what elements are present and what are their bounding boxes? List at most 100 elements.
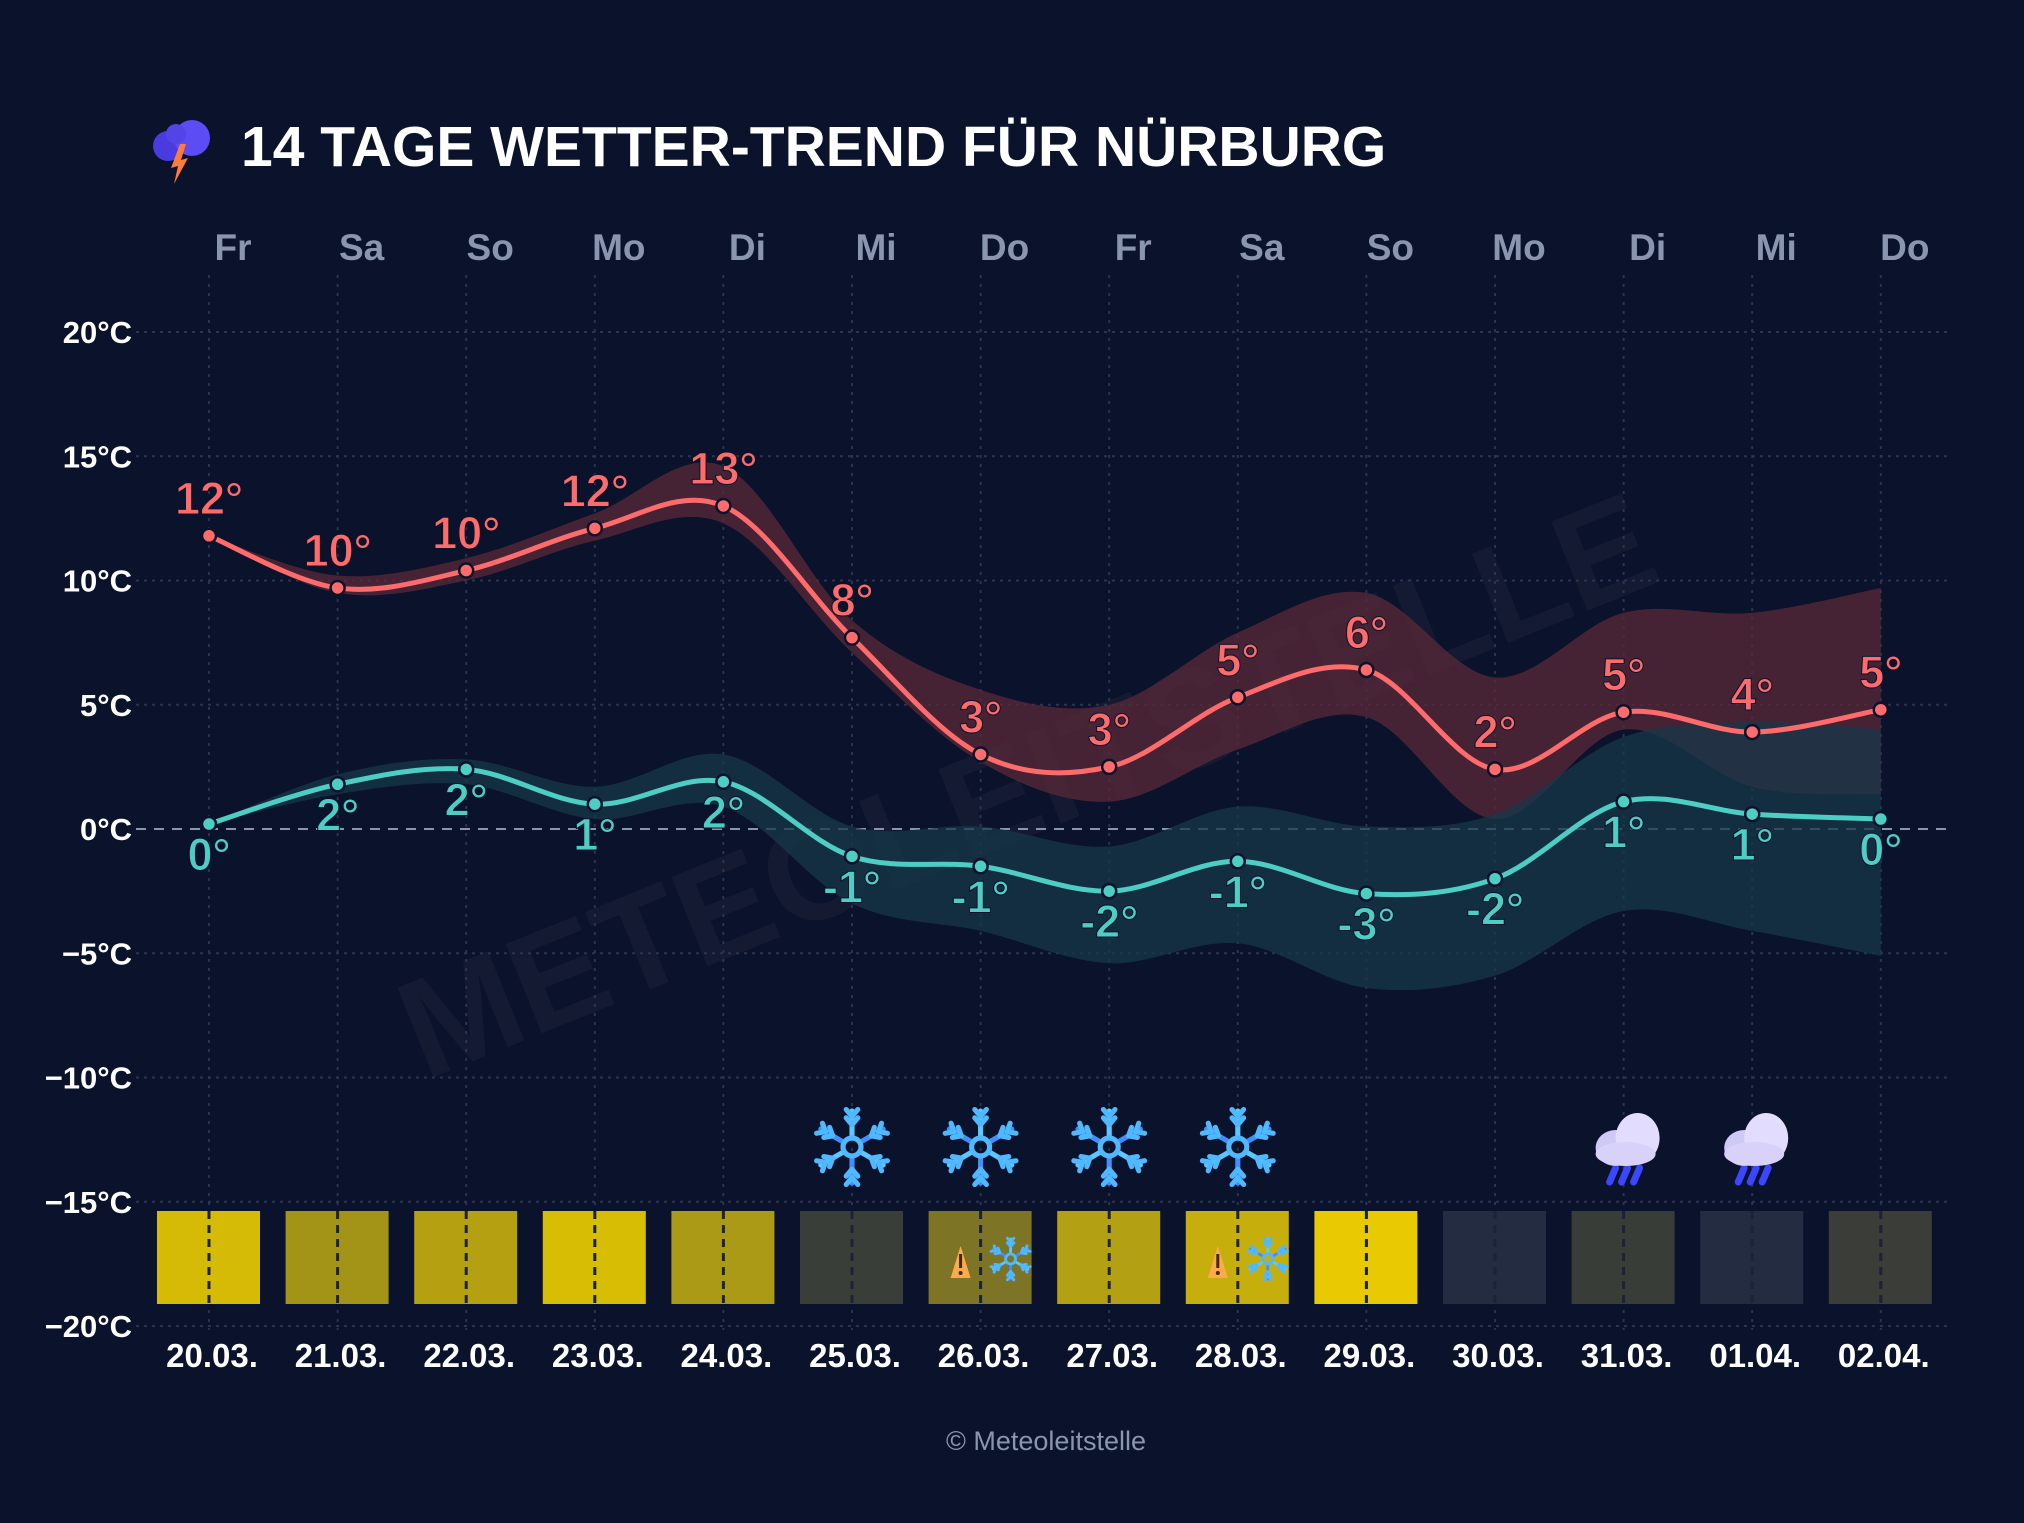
snowflake-branch [1133, 1158, 1148, 1165]
snowflake-branch [978, 1166, 989, 1179]
snowflake-branch [1125, 1154, 1140, 1161]
day-label: Do [980, 227, 1029, 268]
snowflake-branch [1004, 1158, 1019, 1165]
snowflake-icon [942, 1106, 1019, 1188]
day-label: Do [1880, 227, 1929, 268]
date-label: 22.03. [423, 1337, 515, 1374]
snowflake-center [1004, 1252, 1018, 1266]
high-point [457, 562, 475, 579]
chart-title: 14 TAGE WETTER-TREND FÜR NÜRBURG [241, 115, 1386, 179]
low-point [1100, 882, 1118, 900]
date-label: 30.03. [1452, 1337, 1544, 1374]
snowflake-branch [1281, 1244, 1286, 1252]
high-value-label: 3° [959, 691, 1002, 742]
low-point [1358, 885, 1375, 902]
low-point [1743, 805, 1761, 823]
high-value-label: 2° [1473, 706, 1516, 757]
snowflake-branch [849, 1175, 861, 1188]
low-value-label: 1° [1602, 807, 1645, 858]
snowflake-branch [1254, 1154, 1269, 1161]
snowflake-branch [1261, 1158, 1276, 1165]
rain-drop [1746, 1164, 1760, 1186]
copyright: © Meteoleitstelle [946, 1426, 1146, 1456]
snowflake-branch [1133, 1120, 1142, 1135]
snowflake-branch [1084, 1155, 1093, 1170]
low-value-label: 2° [702, 787, 745, 838]
snowflake-branch [843, 1115, 855, 1128]
date-label: 25.03. [809, 1337, 901, 1374]
y-tick-label: −10°C [45, 1061, 132, 1096]
snowflake-branch [1254, 1124, 1263, 1139]
high-point [1486, 761, 1504, 778]
snowflake-branch [997, 1154, 1012, 1161]
date-label: 01.04. [1709, 1337, 1801, 1374]
snowflake-branch [1005, 1236, 1013, 1244]
snowflake-branch [1019, 1246, 1025, 1255]
snowflake-branch [1266, 1269, 1273, 1277]
snowflake-branch [1125, 1124, 1135, 1139]
date-label: 31.03. [1581, 1337, 1673, 1374]
low-point [1615, 793, 1632, 810]
date-label: 02.04. [1838, 1337, 1930, 1374]
snowflake-branch [972, 1106, 984, 1119]
high-point [715, 497, 732, 515]
rain-drop [1606, 1164, 1620, 1186]
low-value-label: -1° [1209, 866, 1267, 917]
rain-drop [1618, 1164, 1632, 1186]
low-point [329, 776, 346, 793]
snowflake-branch [843, 1106, 855, 1119]
snowflake-branch [1009, 1269, 1016, 1277]
rain-cloud-icon [1595, 1113, 1660, 1186]
day-label: So [1367, 227, 1414, 268]
low-value-label: -2° [1466, 884, 1524, 935]
snowflake-branch [1100, 1106, 1112, 1119]
thunder-cloud-icon [153, 120, 210, 184]
date-label: 24.03. [681, 1337, 773, 1374]
low-band [209, 722, 1881, 991]
high-point [972, 746, 989, 763]
high-point [200, 527, 218, 545]
rain-drop [1734, 1164, 1748, 1186]
snowflake-branch [1106, 1166, 1118, 1179]
snowflake-branch [992, 1266, 998, 1274]
day-label: Mi [855, 227, 896, 268]
y-tick-label: −20°C [45, 1309, 132, 1344]
snowflake-branch [1277, 1246, 1282, 1255]
day-label: Fr [1115, 227, 1152, 268]
snowflake-branch [1281, 1265, 1289, 1269]
low-value-label: -3° [1337, 899, 1395, 950]
day-label: Di [1629, 227, 1666, 268]
snowflake-branch [1263, 1236, 1270, 1244]
low-value-label: 0° [1859, 824, 1902, 875]
low-value-label: 1° [1731, 819, 1774, 870]
snowflake-branch [1071, 1129, 1086, 1136]
y-tick-label: −15°C [45, 1185, 132, 1220]
snowflake-branch [1004, 1120, 1013, 1135]
date-label: 27.03. [1066, 1337, 1158, 1374]
snowflake-branch [948, 1159, 957, 1174]
low-value-label: 2° [316, 789, 359, 840]
snowflake-branch [1249, 1266, 1255, 1274]
low-value-label: 0° [187, 829, 230, 880]
y-tick-label: 5°C [80, 688, 132, 723]
low-line [208, 766, 1881, 898]
high-value-label: 5° [1859, 647, 1902, 698]
snowflake-branch [814, 1129, 829, 1136]
snowflake-branch [849, 1166, 861, 1179]
snowflake-branch [875, 1120, 885, 1135]
high-point [1100, 758, 1118, 776]
day-label: Di [729, 227, 766, 268]
snowflake-icon [989, 1236, 1032, 1282]
rain-drop [1758, 1164, 1772, 1186]
warning-dot [1215, 1271, 1220, 1275]
high-value-label: 5° [1602, 649, 1645, 700]
high-point [1615, 703, 1632, 721]
warning-mark [959, 1254, 963, 1268]
snowflake-branch [1235, 1175, 1247, 1188]
low-value-label: 2° [445, 774, 488, 825]
day-label: Mo [592, 227, 645, 268]
high-point [1229, 689, 1247, 706]
snowflake-center [1097, 1135, 1121, 1159]
snowflake-branch [1253, 1263, 1259, 1272]
high-point [586, 520, 604, 537]
